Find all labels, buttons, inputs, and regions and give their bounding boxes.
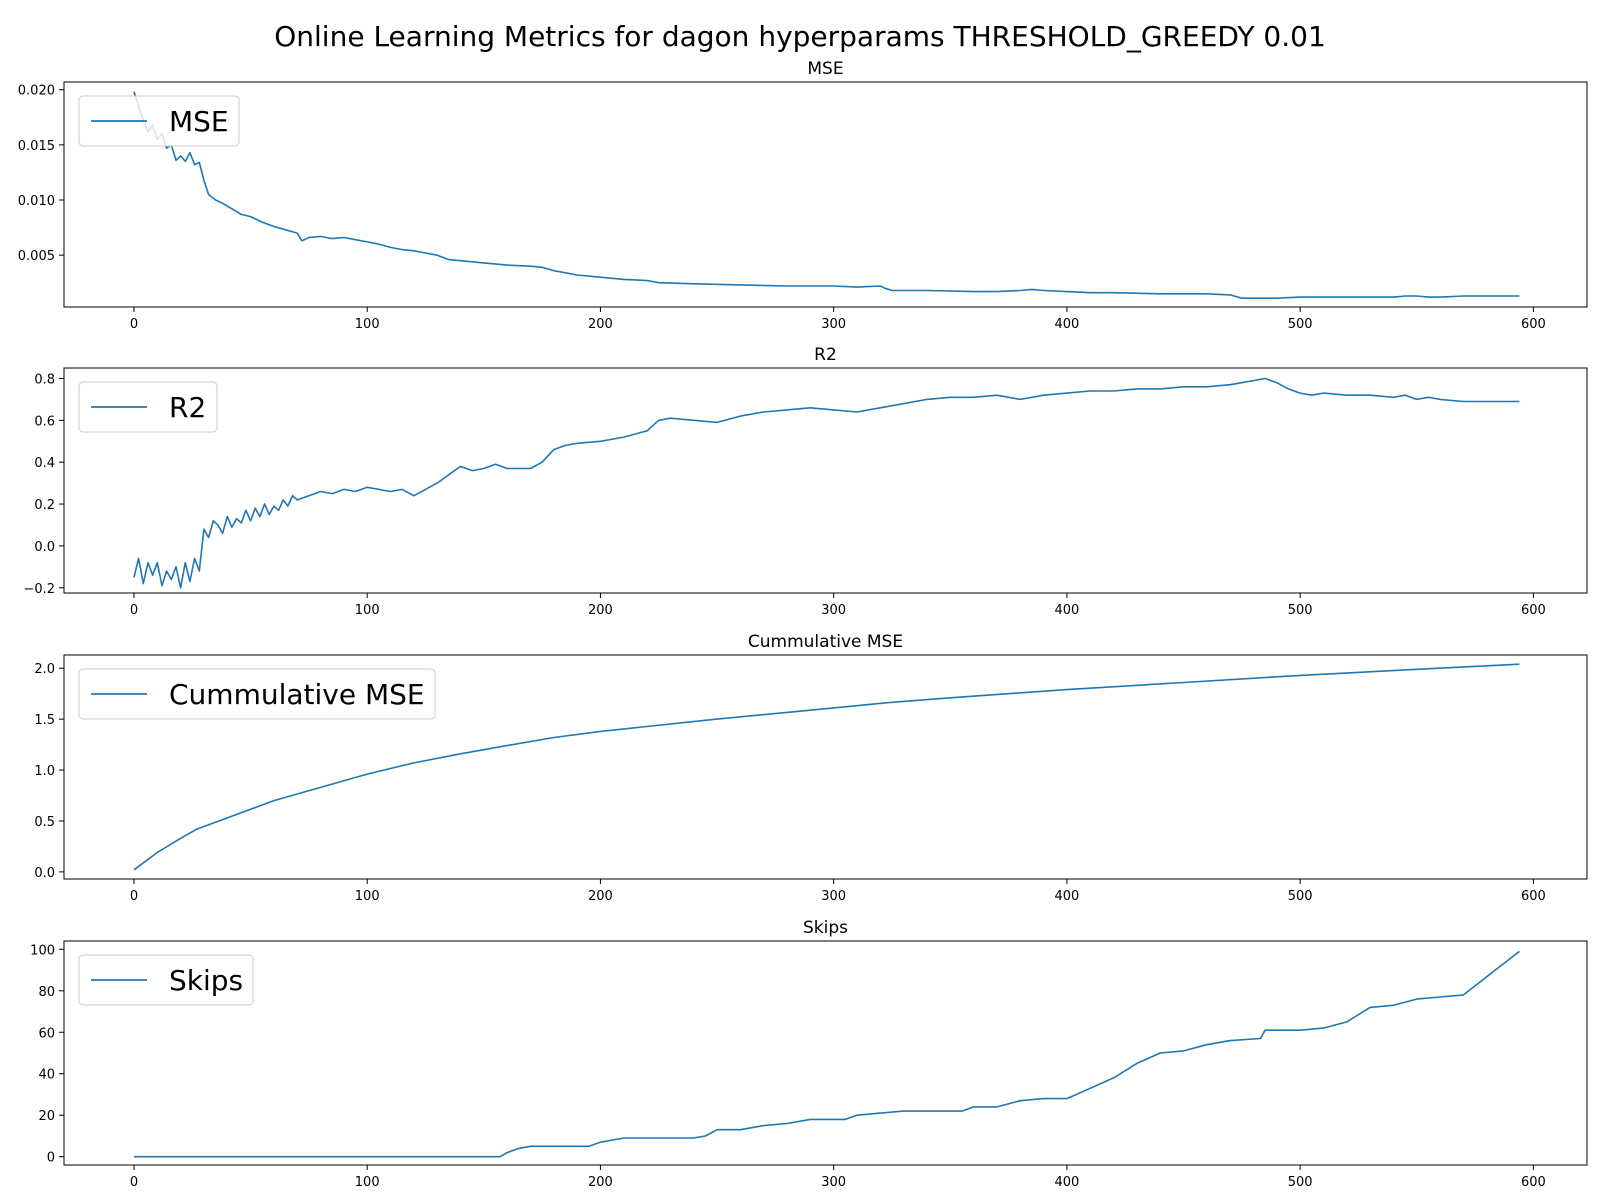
subplot-title: R2 bbox=[814, 345, 837, 365]
x-tick-label: 500 bbox=[1288, 603, 1313, 618]
y-tick-label: 0 bbox=[47, 1151, 55, 1166]
y-tick-label: 20 bbox=[38, 1109, 55, 1124]
axes-frame bbox=[63, 654, 1588, 880]
series-line bbox=[134, 950, 1520, 1158]
x-tick-label: 300 bbox=[821, 603, 846, 618]
y-tick-label: 0.020 bbox=[18, 84, 55, 99]
y-tick-label: 0.5 bbox=[34, 815, 55, 830]
y-tick-label: 1.0 bbox=[34, 764, 55, 779]
x-tick-label: 400 bbox=[1054, 317, 1079, 332]
y-tick-label: 0.6 bbox=[34, 414, 55, 429]
y-tick-label: 1.5 bbox=[34, 713, 55, 728]
subplot-4: Skips 0 100 200 300 400 500 600 0 20 40 60 80 100 Skip… bbox=[30, 918, 1588, 1190]
axes-frame bbox=[63, 940, 1588, 1166]
subplot-3: Cummulative MSE 0 100 200 300 400 500 600 0.0 0.5… bbox=[34, 632, 1588, 904]
x-tick-label: 300 bbox=[821, 889, 846, 904]
subplot-title: MSE bbox=[807, 59, 843, 79]
x-tick-label: 200 bbox=[588, 1175, 613, 1190]
series-line bbox=[133, 377, 1520, 589]
x-tick-label: 300 bbox=[821, 1175, 846, 1190]
subplot-title: Skips bbox=[803, 918, 848, 938]
x-tick-label: 100 bbox=[355, 603, 380, 618]
y-tick-label: 0.005 bbox=[18, 249, 55, 264]
x-tick-label: 200 bbox=[588, 603, 613, 618]
x-tick-label: 0 bbox=[130, 889, 138, 904]
y-tick-label: 0.2 bbox=[34, 498, 55, 513]
y-tick-label: 0.015 bbox=[18, 139, 55, 154]
legend-box bbox=[78, 954, 254, 1006]
legend: R2 bbox=[78, 381, 218, 433]
x-tick-label: 200 bbox=[588, 889, 613, 904]
y-tick-label: 0.4 bbox=[34, 456, 55, 471]
legend: Cummulative MSE bbox=[78, 668, 436, 720]
legend: MSE bbox=[78, 95, 240, 147]
legend-label: Skips bbox=[169, 964, 243, 997]
figure-suptitle: Online Learning Metrics for dagon hyperp… bbox=[274, 20, 1326, 53]
x-tick-label: 300 bbox=[821, 317, 846, 332]
x-tick-label: 0 bbox=[130, 603, 138, 618]
x-tick-label: 0 bbox=[130, 1175, 138, 1190]
legend-box bbox=[78, 95, 240, 147]
x-tick-label: 600 bbox=[1521, 317, 1546, 332]
legend-label: MSE bbox=[169, 105, 229, 138]
y-tick-label: 0.0 bbox=[34, 866, 55, 881]
axes-frame bbox=[63, 367, 1588, 594]
x-tick-label: 200 bbox=[588, 317, 613, 332]
subplot-title: Cummulative MSE bbox=[748, 632, 903, 652]
subplot-1: MSE 0 100 200 300 400 500 600 0.005 0.010 0.015 0.0… bbox=[18, 59, 1588, 332]
x-tick-label: 600 bbox=[1521, 603, 1546, 618]
y-tick-label: 0.010 bbox=[18, 194, 55, 209]
x-tick-label: 100 bbox=[355, 1175, 380, 1190]
x-tick-label: 600 bbox=[1521, 1175, 1546, 1190]
y-tick-label: −0.2 bbox=[23, 582, 55, 597]
x-tick-label: 600 bbox=[1521, 889, 1546, 904]
axes-frame bbox=[63, 81, 1588, 308]
x-tick-label: 400 bbox=[1054, 889, 1079, 904]
series-line bbox=[133, 663, 1520, 871]
legend-label: R2 bbox=[169, 391, 206, 424]
legend-label: Cummulative MSE bbox=[169, 678, 425, 711]
y-tick-label: 2.0 bbox=[34, 662, 55, 677]
x-tick-label: 0 bbox=[130, 317, 138, 332]
legend-box bbox=[78, 381, 218, 433]
x-tick-label: 400 bbox=[1054, 1175, 1079, 1190]
y-tick-label: 80 bbox=[38, 985, 55, 1000]
series-line bbox=[133, 91, 1520, 300]
x-tick-label: 400 bbox=[1054, 603, 1079, 618]
y-tick-label: 40 bbox=[38, 1068, 55, 1083]
y-tick-label: 100 bbox=[30, 943, 55, 958]
y-tick-label: 0.8 bbox=[34, 372, 55, 387]
y-tick-label: 0.0 bbox=[34, 540, 55, 555]
y-tick-label: 60 bbox=[38, 1026, 55, 1041]
x-tick-label: 100 bbox=[355, 889, 380, 904]
legend: Skips bbox=[78, 954, 254, 1006]
x-tick-label: 500 bbox=[1288, 889, 1313, 904]
subplot-2: R2 0 100 200 300 400 500 600 −0.2 0.0 0.2 0.4 0.6 0.8… bbox=[23, 345, 1588, 618]
x-tick-label: 500 bbox=[1288, 317, 1313, 332]
x-tick-label: 100 bbox=[355, 317, 380, 332]
legend-box bbox=[78, 668, 436, 720]
x-tick-label: 500 bbox=[1288, 1175, 1313, 1190]
